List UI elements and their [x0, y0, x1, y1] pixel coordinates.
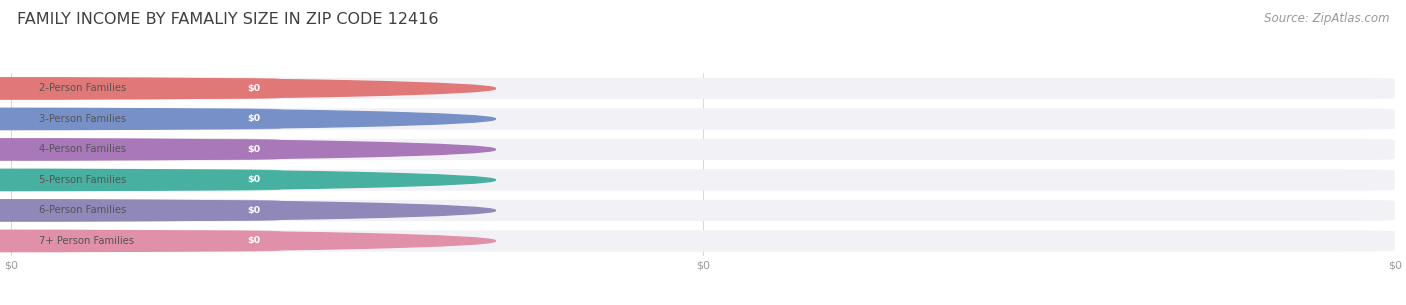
FancyBboxPatch shape	[11, 139, 1395, 160]
FancyBboxPatch shape	[11, 169, 281, 191]
Text: 2-Person Families: 2-Person Families	[39, 84, 127, 93]
FancyBboxPatch shape	[231, 203, 277, 218]
FancyBboxPatch shape	[11, 78, 281, 99]
FancyBboxPatch shape	[231, 233, 277, 249]
FancyBboxPatch shape	[11, 200, 1395, 221]
FancyBboxPatch shape	[11, 200, 281, 221]
FancyBboxPatch shape	[231, 142, 277, 157]
Text: $0: $0	[247, 84, 260, 93]
FancyBboxPatch shape	[231, 111, 277, 127]
Text: $0: $0	[247, 206, 260, 215]
FancyBboxPatch shape	[11, 169, 1395, 191]
Text: $0: $0	[247, 145, 260, 154]
Text: FAMILY INCOME BY FAMALIY SIZE IN ZIP CODE 12416: FAMILY INCOME BY FAMALIY SIZE IN ZIP COD…	[17, 12, 439, 27]
Text: $0: $0	[247, 114, 260, 124]
Circle shape	[0, 139, 495, 160]
FancyBboxPatch shape	[11, 230, 1395, 252]
FancyBboxPatch shape	[11, 108, 281, 130]
Text: 3-Person Families: 3-Person Families	[39, 114, 127, 124]
Text: 5-Person Families: 5-Person Families	[39, 175, 127, 185]
Circle shape	[0, 230, 495, 252]
FancyBboxPatch shape	[11, 139, 281, 160]
FancyBboxPatch shape	[231, 172, 277, 188]
Circle shape	[0, 169, 495, 191]
Text: $0: $0	[247, 236, 260, 246]
Text: Source: ZipAtlas.com: Source: ZipAtlas.com	[1264, 12, 1389, 25]
Text: $0: $0	[247, 175, 260, 185]
FancyBboxPatch shape	[11, 108, 1395, 130]
Circle shape	[0, 200, 495, 221]
Text: 4-Person Families: 4-Person Families	[39, 145, 127, 154]
FancyBboxPatch shape	[11, 230, 281, 252]
FancyBboxPatch shape	[11, 78, 1395, 99]
Text: 7+ Person Families: 7+ Person Families	[39, 236, 134, 246]
FancyBboxPatch shape	[231, 81, 277, 96]
Circle shape	[0, 108, 495, 130]
Text: 6-Person Families: 6-Person Families	[39, 206, 127, 215]
Circle shape	[0, 78, 495, 99]
